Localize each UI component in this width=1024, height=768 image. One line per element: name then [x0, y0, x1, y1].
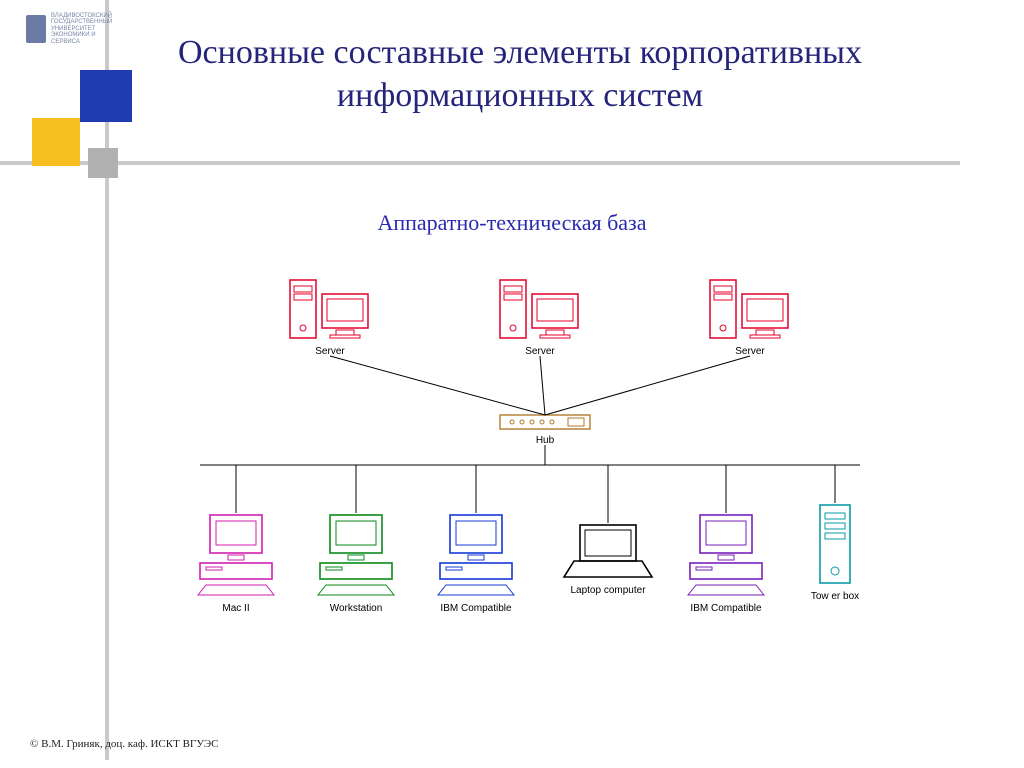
logo-line: УНИВЕРСИТЕТ [51, 26, 95, 32]
slide-footer: © В.М. Гриняк, доц. каф. ИСКТ ВГУЭС [30, 738, 219, 750]
svg-text:Mac II: Mac II [222, 603, 249, 614]
deco-square-yellow [32, 118, 80, 166]
svg-text:Workstation: Workstation [330, 603, 383, 614]
deco-square-small [88, 148, 118, 178]
server-node [290, 280, 368, 338]
client-node [318, 515, 394, 595]
svg-text:Server: Server [315, 346, 345, 357]
logo-line: СЕРВИСА [51, 39, 80, 45]
slide-subtitle: Аппаратно-техническая база [0, 210, 1024, 236]
logo-mark [26, 15, 46, 43]
client-node [438, 515, 514, 595]
svg-text:Server: Server [525, 346, 555, 357]
deco-square-blue [80, 70, 132, 122]
slide: ВЛАДИВОСТОКСКИЙ ГОСУДАРСТВЕННЫЙ УНИВЕРСИ… [0, 0, 1024, 768]
logo-line: ЭКОНОМИКИ И [51, 32, 96, 38]
deco-strip-h [0, 161, 960, 165]
slide-title: Основные составные элементы корпоративны… [150, 32, 890, 117]
svg-text:IBM Compatible: IBM Compatible [440, 603, 512, 614]
university-logo: ВЛАДИВОСТОКСКИЙ ГОСУДАРСТВЕННЫЙ УНИВЕРСИ… [26, 14, 122, 44]
svg-text:IBM Compatible: IBM Compatible [690, 603, 762, 614]
client-node [688, 515, 764, 595]
svg-text:Hub: Hub [536, 435, 555, 446]
network-diagram: Server Server Server Hub Mac II Workstation IB… [120, 270, 930, 700]
client-node [820, 505, 850, 583]
svg-text:Laptop computer: Laptop computer [570, 585, 646, 596]
client-node [198, 515, 274, 595]
server-node [500, 280, 578, 338]
svg-text:Server: Server [735, 346, 765, 357]
server-node [710, 280, 788, 338]
network-svg: Server Server Server Hub Mac II Workstation IB… [120, 270, 930, 700]
logo-line: ГОСУДАРСТВЕННЫЙ [51, 19, 112, 25]
logo-text: ВЛАДИВОСТОКСКИЙ ГОСУДАРСТВЕННЫЙ УНИВЕРСИ… [51, 13, 112, 46]
logo-line: ВЛАДИВОСТОКСКИЙ [51, 13, 112, 19]
svg-text:Tow er box: Tow er box [811, 591, 859, 602]
client-node [564, 525, 652, 577]
